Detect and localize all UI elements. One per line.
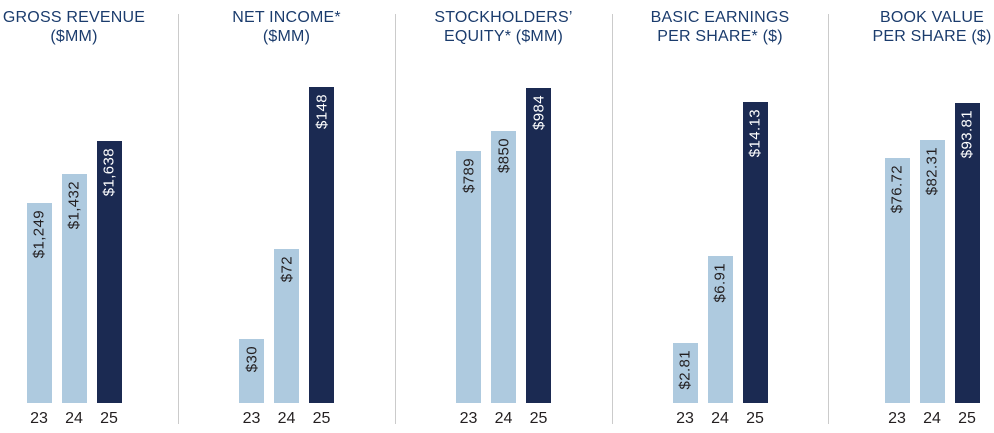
bar-value-label: $1,249	[30, 210, 48, 259]
bar-24: $6.91	[707, 255, 733, 403]
bar-value-label: $30	[243, 346, 260, 373]
category-label: 25	[100, 410, 118, 427]
column-divider	[828, 14, 829, 424]
chart-title: GROSS REVENUE ($MM)	[3, 8, 145, 48]
category-label: 23	[676, 410, 694, 427]
chart-title: BOOK VALUE PER SHARE ($)	[872, 8, 991, 48]
bar-plot: $30 $72 $148	[239, 83, 334, 403]
column-divider	[612, 14, 613, 424]
chart-title: STOCKHOLDERS’ EQUITY* ($MM)	[434, 8, 572, 48]
bar-value-label: $148	[313, 94, 330, 130]
bar-plot: $789 $850 $984	[456, 83, 551, 403]
bar-23: $1,249	[26, 203, 52, 403]
bar-value-label: $2.81	[676, 350, 694, 390]
chart-column-stockholders-equity: STOCKHOLDERS’ EQUITY* ($MM) $789 $850 $984…	[395, 0, 612, 433]
chart-title-line1: NET INCOME*	[232, 9, 341, 26]
bar-24: $850	[491, 131, 516, 403]
bar-value-label: $984	[530, 95, 547, 131]
chart-title: BASIC EARNINGS PER SHARE* ($)	[651, 8, 790, 48]
bar-plot: $1,249 $1,432 $1,638	[26, 83, 122, 403]
category-label: 23	[30, 410, 48, 427]
category-label: 24	[65, 410, 83, 427]
bar-value-label: $1,638	[100, 147, 118, 197]
chart-title-line2: PER SHARE* ($)	[657, 28, 783, 45]
chart-title-line1: GROSS REVENUE	[2, 9, 146, 26]
bar-24: $1,432	[61, 173, 87, 403]
chart-title-line1: STOCKHOLDERS’	[434, 9, 573, 26]
category-label: 24	[494, 410, 513, 427]
category-label: 25	[312, 410, 331, 427]
chart-title-line2: PER SHARE ($)	[872, 28, 992, 45]
chart-title: NET INCOME* ($MM)	[232, 8, 341, 48]
bar-value-label: $93.81	[958, 109, 976, 159]
category-label: 23	[888, 410, 906, 427]
chart-column-book-value: BOOK VALUE PER SHARE ($) $76.72 $82.31 $93…	[828, 0, 994, 433]
bar-25: $14.13	[742, 101, 768, 403]
x-axis-labels: 23 24 25	[456, 403, 551, 433]
bar-25: $148	[309, 87, 334, 403]
chart-title-line1: BOOK VALUE	[880, 9, 984, 26]
bar-23: $789	[456, 150, 481, 403]
bar-24: $72	[274, 249, 299, 403]
x-axis-labels: 23 24 25	[27, 403, 122, 433]
bar-value-label: $850	[495, 138, 512, 173]
bar-23: $76.72	[884, 157, 910, 403]
bar-value-label: $789	[460, 157, 477, 193]
x-axis-labels: 23 24 25	[673, 403, 768, 433]
chart-column-net-income: NET INCOME* ($MM) $30 $72 $148 23 24 25	[178, 0, 395, 433]
bar-plot: $2.81 $6.91 $14.13	[672, 83, 768, 403]
bar-value-label: $6.91	[711, 262, 729, 303]
bar-plot: $76.72 $82.31 $93.81	[884, 83, 980, 403]
category-label: 23	[459, 410, 478, 427]
column-divider	[395, 14, 396, 424]
column-divider	[178, 14, 179, 424]
chart-title-line2: EQUITY* ($MM)	[443, 28, 564, 45]
category-label: 24	[711, 410, 729, 427]
bar-23: $30	[239, 339, 264, 403]
bar-25: $1,638	[96, 140, 122, 403]
chart-title-line1: BASIC EARNINGS	[650, 9, 790, 26]
bar-23: $2.81	[672, 343, 698, 403]
x-axis-labels: 23 24 25	[239, 403, 334, 433]
x-axis-labels: 23 24 25	[885, 403, 980, 433]
category-label: 25	[529, 410, 548, 427]
bar-value-label: $76.72	[888, 164, 906, 213]
bar-value-label: $72	[278, 256, 295, 283]
bar-value-label: $14.13	[746, 108, 764, 157]
category-label: 23	[242, 410, 261, 427]
chart-title-line2: ($MM)	[50, 28, 98, 45]
category-label: 24	[277, 410, 296, 427]
category-label: 25	[958, 410, 976, 427]
bar-25: $984	[526, 88, 551, 403]
chart-title-line2: ($MM)	[262, 28, 311, 45]
bar-25: $93.81	[954, 102, 980, 403]
bar-24: $82.31	[919, 139, 945, 403]
chart-column-basic-eps: BASIC EARNINGS PER SHARE* ($) $2.81 $6.91…	[612, 0, 828, 433]
bar-value-label: $82.31	[923, 146, 941, 195]
category-label: 25	[746, 410, 764, 427]
bar-value-label: $1,432	[65, 180, 83, 230]
chart-column-gross-revenue: GROSS REVENUE ($MM) $1,249 $1,432 $1,638 2…	[0, 0, 178, 433]
category-label: 24	[923, 410, 941, 427]
